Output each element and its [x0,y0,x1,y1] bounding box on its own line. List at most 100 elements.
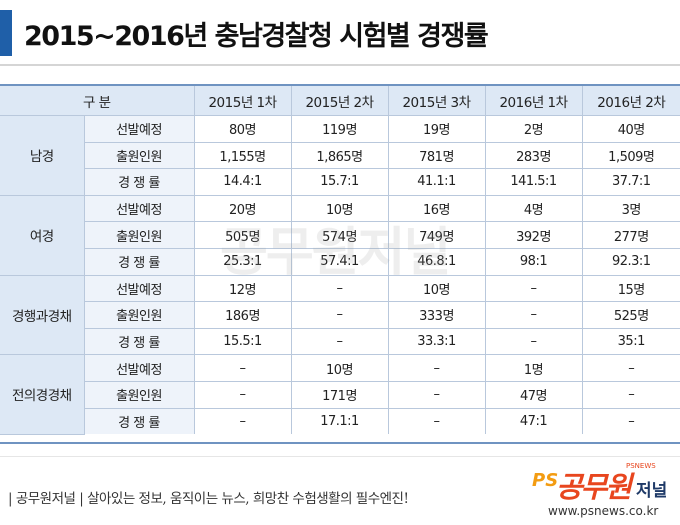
value-cell: – [290,274,389,303]
page-title: 2015~2016년 충남경찰청 시험별 경쟁률 [24,21,489,52]
table-row: 출원인원 505명 574명 749명 392명 277명 [0,221,680,249]
value-cell: – [193,354,292,382]
table-row: 출원인원 –171명 –47명 – [0,380,680,409]
value-cell: 1,865명 [290,141,389,170]
header-2016-2: 2016년 2차 [581,86,680,116]
value-cell: 35:1 [581,327,680,356]
value-cell: 12명 [193,274,292,303]
group-name-cell: 전의경경채 [0,354,85,435]
value-cell: 1명 [484,354,583,382]
value-cell: 1,155명 [193,141,292,170]
value-cell: 4명 [484,194,583,223]
value-cell: 525명 [581,301,680,329]
table-row: 출원인원 1,155명 1,865명 781명 283명 1,509명 [0,141,680,170]
table-row: 경 쟁 률 14.4:1 15.7:1 41.1:1 141.5:1 37.7:1 [0,168,680,196]
value-cell: 10명 [387,274,486,303]
value-cell: 40명 [581,115,680,143]
value-cell: 57.4:1 [290,247,389,276]
logo-name: 공무원 [556,470,632,504]
group-name-cell: 여경 [0,194,85,276]
value-cell: – [193,380,292,409]
table-row: 경 쟁 률 –17.1:1–47:1– [0,407,680,435]
value-cell: – [484,274,583,303]
row-label-cell: 경 쟁 률 [84,327,195,356]
value-cell: 10명 [290,194,389,223]
table-row: 경 쟁 률 15.5:1–33.3:1–35:1 [0,327,680,356]
header-2016-1: 2016년 1차 [484,86,583,116]
value-cell: 20명 [193,194,292,223]
row-label-cell: 경 쟁 률 [84,407,195,435]
value-cell: 92.3:1 [581,247,680,276]
value-cell: 15.5:1 [193,327,292,356]
table-row: 남경 선발예정 80명 119명 19명 2명 40명 [0,115,680,196]
group-name-cell: 남경 [0,115,85,196]
value-cell: – [484,327,583,356]
row-label-cell: 선발예정 [83,274,195,303]
value-cell: 80명 [193,115,292,143]
value-cell: 574명 [290,221,389,249]
logo-small-text: PSNEWS [626,462,656,470]
table-row: 경 쟁 률 25.3:1 57.4:1 46.8:1 98:1 92.3:1 [0,247,680,276]
value-cell: 171명 [290,380,389,409]
logo-ps-mark: PS [532,470,559,491]
value-cell: 33.3:1 [387,327,486,356]
logo-suffix: 저널 [636,481,668,501]
psnews-logo: PS 공무원 PSNEWS 저널 www.psnews.co.kr [532,462,677,522]
value-cell: – [387,354,486,382]
value-cell: 19명 [387,115,486,143]
header-category: 구 분 [0,86,195,116]
value-cell: 15.7:1 [290,168,389,196]
footer-divider [0,456,680,457]
value-cell: – [581,380,680,409]
value-cell: 3명 [581,194,680,223]
table-header-row: 구 분 2015년 1차 2015년 2차 2015년 3차 2016년 1차 … [0,86,680,116]
group-name-cell: 경행과경채 [0,274,85,356]
header-2015-1: 2015년 1차 [193,86,292,116]
row-label-cell: 선발예정 [83,115,195,143]
value-cell: 186명 [193,301,292,329]
value-cell: 15명 [581,274,680,303]
table-body: 남경 선발예정 80명 119명 19명 2명 40명 출원인원 1,155명 1,865명 781… [0,115,680,435]
title-accent-bar [0,10,12,56]
footer-slogan: | 공무원저널 | 살아있는 정보, 움직이는 뉴스, 희망찬 수험생활의 필수… [8,491,409,507]
row-label-cell: 출원인원 [84,380,195,409]
value-cell: – [581,407,680,435]
value-cell: 277명 [581,221,680,249]
value-cell: 17.1:1 [290,407,389,435]
value-cell: 392명 [484,221,583,249]
value-cell: – [387,407,486,435]
value-cell: 119명 [290,115,389,143]
value-cell: – [290,327,389,356]
value-cell: – [581,354,680,382]
title-bar: 2015~2016년 충남경찰청 시험별 경쟁률 [0,0,680,66]
table-row: 출원인원 186명 –333명 –525명 [0,301,680,329]
value-cell: 14.4:1 [193,168,292,196]
table-row: 여경 선발예정 20명 10명 16명 4명 3명 [0,194,680,276]
value-cell: 47:1 [484,407,583,435]
value-cell: 2명 [484,115,583,143]
logo-url: www.psnews.co.kr [548,504,659,518]
row-label-cell: 경 쟁 률 [84,168,195,196]
row-label-cell: 선발예정 [83,194,195,223]
value-cell: 98:1 [484,247,583,276]
value-cell: 781명 [387,141,486,170]
row-label-cell: 경 쟁 률 [84,247,195,276]
header-2015-2: 2015년 2차 [290,86,389,116]
value-cell: 16명 [387,194,486,223]
row-label-cell: 선발예정 [83,354,195,382]
value-cell: 41.1:1 [387,168,486,196]
value-cell: 505명 [193,221,292,249]
row-label-cell: 출원인원 [84,301,195,329]
value-cell: 37.7:1 [581,168,680,196]
title-divider [0,64,680,66]
value-cell: 749명 [387,221,486,249]
value-cell: – [484,301,583,329]
value-cell: – [193,407,292,435]
header-2015-3: 2015년 3차 [387,86,486,116]
row-label-cell: 출원인원 [84,141,195,170]
value-cell: 283명 [484,141,583,170]
value-cell: 25.3:1 [193,247,292,276]
value-cell: 1,509명 [581,141,680,170]
table-row: 경행과경채 선발예정 12명 –10명 –15명 [0,274,680,356]
value-cell: 47명 [484,380,583,409]
